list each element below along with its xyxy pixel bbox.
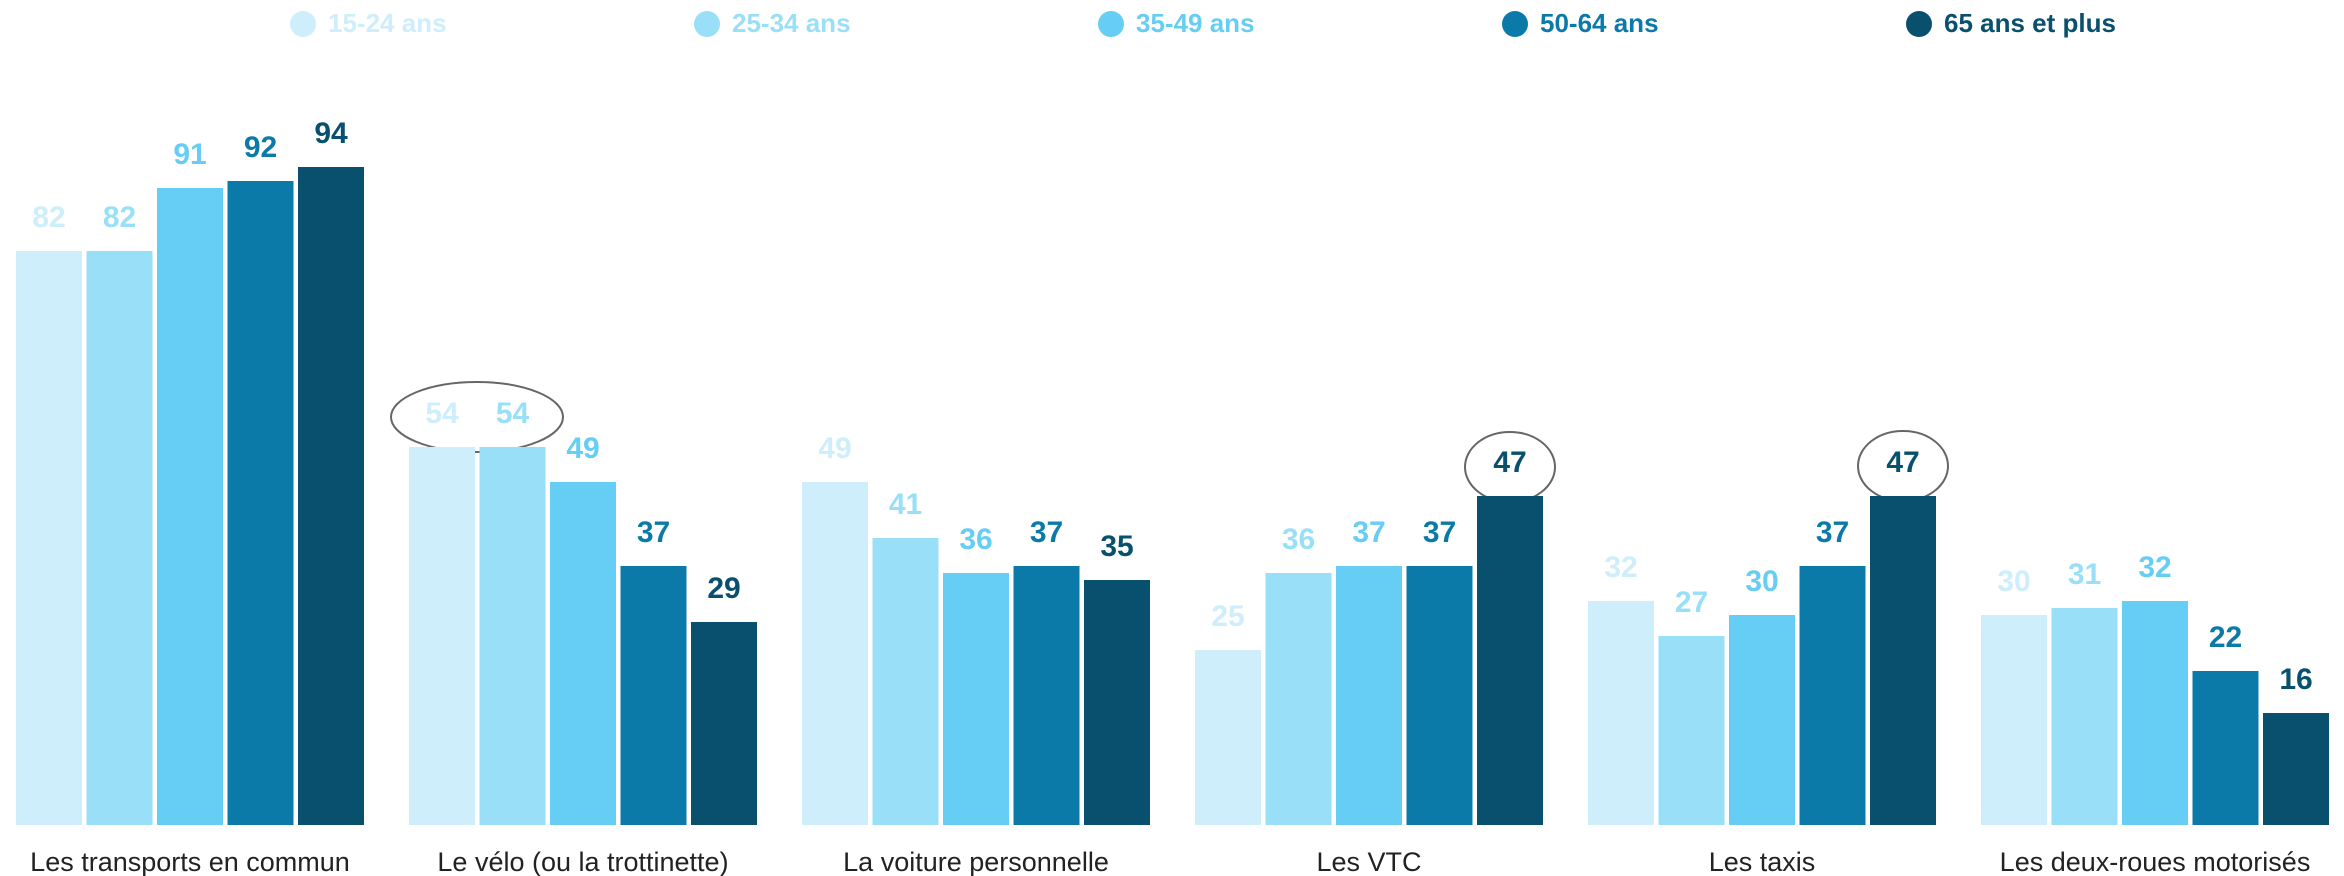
value-label: 41 [889,488,922,521]
value-label: 54 [425,397,459,430]
legend-marker [1906,11,1932,37]
legend-label: 25-34 ans [732,8,851,38]
x-tick-label: Les VTC [1316,847,1421,876]
value-label: 37 [1423,516,1456,549]
bar [2051,608,2118,825]
bar [802,482,868,825]
value-label: 32 [1604,551,1637,584]
bar [298,167,364,825]
bar [1870,496,1936,825]
value-label: 91 [173,138,206,171]
legend-label: 15-24 ans [328,8,447,38]
x-tick-label: Les transports en commun [30,847,350,876]
value-label: 82 [103,201,136,234]
x-tick-label: Le vélo (ou la trottinette) [437,847,728,876]
x-tick-label: Les deux-roues motorisés [2000,847,2311,876]
bar [691,622,757,825]
value-label: 37 [1352,516,1385,549]
bar [1588,601,1654,825]
bar [1799,566,1866,825]
bar [1406,566,1473,825]
value-label: 49 [818,432,851,465]
bar [227,181,294,825]
bar [1084,580,1150,825]
value-label: 47 [1886,446,1919,479]
bar [1981,615,2047,825]
bar [1013,566,1080,825]
bar [2122,601,2188,825]
value-label: 29 [707,572,740,605]
bar [1265,573,1332,825]
legend-marker [1098,11,1124,37]
value-label: 30 [1745,565,1778,598]
bar [479,447,546,825]
value-label: 32 [2138,551,2171,584]
bar [86,251,153,825]
value-label: 25 [1211,600,1244,633]
bar [1658,636,1725,825]
legend-label: 50-64 ans [1540,8,1659,38]
legend-marker [290,11,316,37]
bar [943,573,1009,825]
x-tick-label: Les taxis [1709,847,1816,876]
legend-marker [1502,11,1528,37]
value-label: 35 [1100,530,1133,563]
value-label: 92 [244,131,277,164]
bar [16,251,82,825]
value-label: 22 [2209,621,2242,654]
bar [157,188,223,825]
value-label: 37 [1816,516,1849,549]
value-label: 94 [314,117,348,150]
bar [1729,615,1795,825]
legend-label: 35-49 ans [1136,8,1255,38]
legend-marker [694,11,720,37]
value-label: 54 [496,397,530,430]
legend-label: 65 ans et plus [1944,8,2116,38]
value-label: 49 [566,432,599,465]
bar [620,566,687,825]
value-label: 31 [2068,558,2101,591]
x-tick-label: La voiture personnelle [843,847,1109,876]
value-label: 37 [1030,516,1063,549]
value-label: 36 [1282,523,1315,556]
value-label: 36 [959,523,992,556]
bar [1336,566,1402,825]
value-label: 47 [1493,446,1526,479]
highlight [390,381,564,453]
bar [409,447,475,825]
value-label: 37 [637,516,670,549]
bar [1477,496,1543,825]
value-label: 16 [2279,663,2312,696]
bar [2263,713,2329,825]
value-label: 82 [32,201,65,234]
bar [2192,671,2259,825]
bar [1195,650,1261,825]
value-label: 30 [1997,565,2030,598]
bar [872,538,939,825]
value-label: 27 [1675,586,1708,619]
bar [550,482,616,825]
